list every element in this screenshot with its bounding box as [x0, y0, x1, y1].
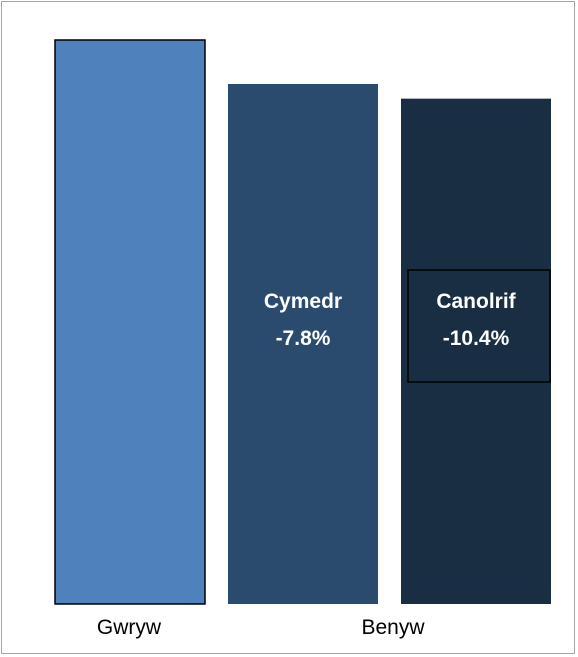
data-label-value-3: -10.4%	[443, 327, 510, 350]
bar-2	[228, 83, 378, 604]
data-label-name-2: Cymedr	[264, 290, 342, 313]
data-label-name-3: Canolrif	[436, 290, 516, 313]
x-tick-label-benyw: Benyw	[361, 616, 425, 639]
bar-1	[54, 39, 206, 605]
bar-3	[401, 98, 551, 604]
x-axis-labels: Gwryw Benyw	[97, 616, 425, 639]
data-labels-layer: Cymedr -7.8% Canolrif -10.4%	[264, 269, 551, 383]
data-label-box-3	[407, 269, 551, 383]
x-tick-label-gwryw: Gwryw	[97, 616, 162, 639]
bars-layer	[54, 39, 551, 605]
data-label-value-2: -7.8%	[276, 327, 331, 350]
